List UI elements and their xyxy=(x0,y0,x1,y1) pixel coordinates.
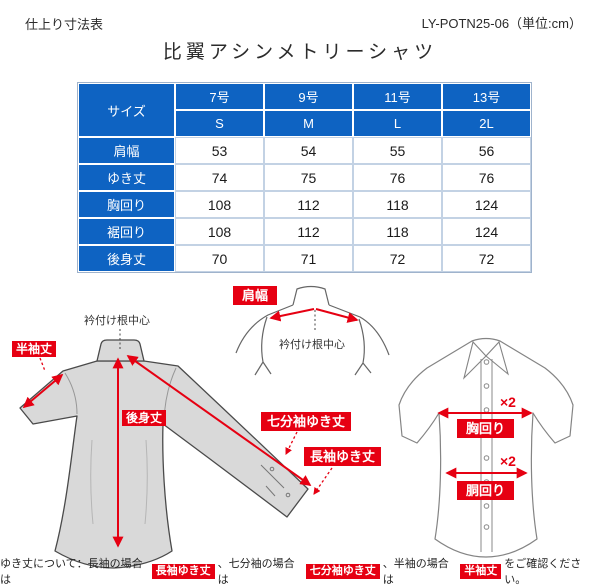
table-corner-size-label: サイズ xyxy=(78,83,175,137)
table-value: 108 xyxy=(175,218,264,245)
table-value: 118 xyxy=(353,191,442,218)
footnote-half-sleeve-tag: 半袖丈 xyxy=(460,563,502,579)
col-header-size-11: 11号 xyxy=(353,83,442,110)
measurement-arrows xyxy=(22,308,533,548)
doc-type-label: 仕上り寸法表 xyxy=(25,17,104,32)
times-two-waist: ×2 xyxy=(500,453,516,469)
times-two-chest: ×2 xyxy=(500,394,516,410)
chest-circumference-tag: 胸回り xyxy=(457,419,515,438)
row-label-hem: 裾回り xyxy=(78,218,175,245)
collar-base-center-label-shoulder: 衿付け根中心 xyxy=(279,339,345,351)
table-value: 74 xyxy=(175,164,264,191)
collar-base-center-label-back: 衿付け根中心 xyxy=(84,315,150,327)
long-sleeve-arrow xyxy=(126,355,312,486)
table-value: 55 xyxy=(353,137,442,164)
table-value: 53 xyxy=(175,137,264,164)
footnote-text: ゆき丈について：長袖の場合は xyxy=(0,558,143,586)
col-header-letter-m: M xyxy=(264,110,353,137)
footnote-long-sleeve-tag: 長袖ゆき丈 xyxy=(151,563,215,579)
size-table: サイズ 7号 9号 11号 13号 S M L 2L 肩幅 53 54 55 5… xyxy=(77,82,532,273)
col-header-letter-s: S xyxy=(175,110,264,137)
shoulder-width-arrow-right xyxy=(315,308,359,323)
row-label-sleeve-length: ゆき丈 xyxy=(78,164,175,191)
product-code: LY-POTN25-06（単位:cm） xyxy=(421,16,582,31)
col-header-size-9: 9号 xyxy=(264,83,353,110)
footnote-text: 、半袖の場合は xyxy=(382,558,449,586)
col-header-letter-2l: 2L xyxy=(442,110,531,137)
table-value: 108 xyxy=(175,191,264,218)
half-sleeve-arrow xyxy=(22,373,64,409)
table-value: 118 xyxy=(353,218,442,245)
table-value: 56 xyxy=(442,137,531,164)
page-title: 比翼アシンメトリーシャツ xyxy=(162,42,438,63)
col-header-size-7: 7号 xyxy=(175,83,264,110)
table-value: 75 xyxy=(264,164,353,191)
col-header-letter-l: L xyxy=(353,110,442,137)
row-label-shoulder-width: 肩幅 xyxy=(78,137,175,164)
table-value: 54 xyxy=(264,137,353,164)
three-quarter-sleeve-tag: 七分袖ゆき丈 xyxy=(261,412,352,431)
shirt-front-view xyxy=(398,337,574,558)
col-header-size-13: 13号 xyxy=(442,83,531,110)
shoulder-width-tag: 肩幅 xyxy=(233,286,278,305)
row-label-back-length: 後身丈 xyxy=(78,245,175,272)
table-value: 70 xyxy=(175,245,264,272)
footnote: ゆき丈について：長袖の場合は 長袖ゆき丈 、七分袖の場合は 七分袖ゆき丈 、半袖… xyxy=(0,555,600,587)
table-value: 112 xyxy=(264,218,353,245)
table-value: 72 xyxy=(353,245,442,272)
table-value: 76 xyxy=(353,164,442,191)
half-sleeve-length-tag: 半袖丈 xyxy=(12,341,57,357)
waist-circumference-tag: 胴回り xyxy=(457,481,515,500)
footnote-text: 、七分袖の場合は xyxy=(217,558,295,586)
footnote-text: をご確認ください。 xyxy=(504,558,582,586)
table-value: 124 xyxy=(442,191,531,218)
shoulder-width-arrow-left xyxy=(269,308,315,322)
table-value: 72 xyxy=(442,245,531,272)
back-length-tag: 後身丈 xyxy=(122,410,167,426)
table-value: 112 xyxy=(264,191,353,218)
table-value: 71 xyxy=(264,245,353,272)
footnote-three-quarter-tag: 七分袖ゆき丈 xyxy=(305,563,380,579)
long-sleeve-length-tag: 長袖ゆき丈 xyxy=(304,447,382,466)
table-value: 124 xyxy=(442,218,531,245)
table-value: 76 xyxy=(442,164,531,191)
leader-lines xyxy=(39,310,333,495)
row-label-chest: 胸回り xyxy=(78,191,175,218)
